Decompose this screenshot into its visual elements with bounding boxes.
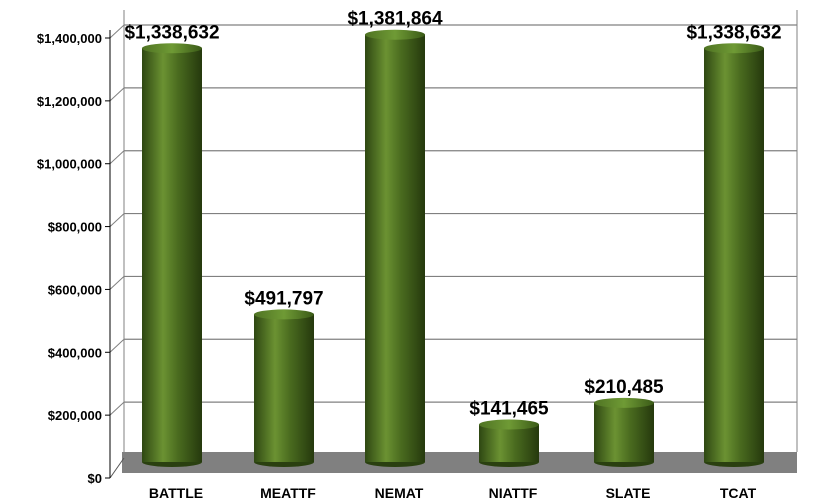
x-axis: BATTLE MEATTF NEMAT NIATTF SLATE TCAT — [149, 485, 757, 501]
bar-body — [479, 424, 539, 462]
plot-floor — [109, 452, 797, 479]
gridline-side — [109, 87, 125, 102]
y-tick-label: $1,000,000 — [37, 157, 102, 172]
gridline-side — [109, 276, 125, 290]
bar-cap — [479, 419, 539, 430]
bar-nemat — [365, 29, 425, 467]
gridlines — [109, 24, 797, 416]
y-tick-label: $400,000 — [48, 345, 102, 360]
y-axis: $0 $200,000 $400,000 $600,000 $800,000 $1,000… — [37, 30, 111, 486]
bar-cap — [254, 309, 314, 320]
data-label: $491,797 — [244, 288, 323, 309]
plot-back-wall-rect — [124, 10, 797, 452]
plot-back-wall — [123, 10, 798, 452]
y-tick-label: $1,200,000 — [37, 94, 102, 109]
y-tick-label: $800,000 — [48, 220, 102, 235]
bar-body — [704, 48, 764, 463]
data-label: $210,485 — [584, 377, 664, 398]
gridline-side — [109, 338, 125, 353]
x-category-label: NEMAT — [375, 485, 424, 501]
bar-tcat — [704, 43, 764, 467]
gridline-side — [109, 213, 125, 227]
bar-cap — [365, 29, 425, 40]
bar-series — [142, 29, 764, 467]
bar-body — [254, 314, 314, 462]
y-tick-label: $200,000 — [48, 408, 102, 423]
data-labels: $1,338,632 $491,797 $1,381,864 $141,465 $210… — [124, 9, 781, 420]
data-label: $1,381,864 — [347, 9, 443, 30]
y-tick-label: $600,000 — [48, 282, 102, 297]
gridline-side — [109, 24, 125, 39]
bar-cap — [594, 397, 654, 408]
bar-meattf — [254, 309, 314, 467]
bar-cap — [704, 43, 764, 54]
bar-body — [142, 48, 202, 463]
x-category-label: TCAT — [720, 485, 757, 501]
bar-niattf — [479, 419, 539, 467]
bar-body — [594, 402, 654, 462]
bar-body — [365, 34, 425, 462]
y-tick-label: $1,400,000 — [37, 31, 102, 46]
x-category-label: MEATTF — [260, 485, 316, 501]
bar-slate — [594, 397, 654, 467]
x-category-label: SLATE — [606, 485, 651, 501]
x-category-label: BATTLE — [149, 485, 203, 501]
plot-floor-rect — [122, 452, 797, 473]
y-tick-label: $0 — [88, 471, 102, 486]
data-label: $1,338,632 — [686, 22, 781, 43]
x-category-label: NIATTF — [489, 485, 538, 501]
gridline-side — [109, 150, 125, 165]
data-label: $1,338,632 — [124, 22, 219, 43]
data-label: $141,465 — [469, 399, 549, 420]
bar-cap — [142, 43, 202, 54]
bar-battle — [142, 43, 202, 467]
floor-edge — [109, 457, 125, 479]
gridline-side — [109, 401, 125, 416]
